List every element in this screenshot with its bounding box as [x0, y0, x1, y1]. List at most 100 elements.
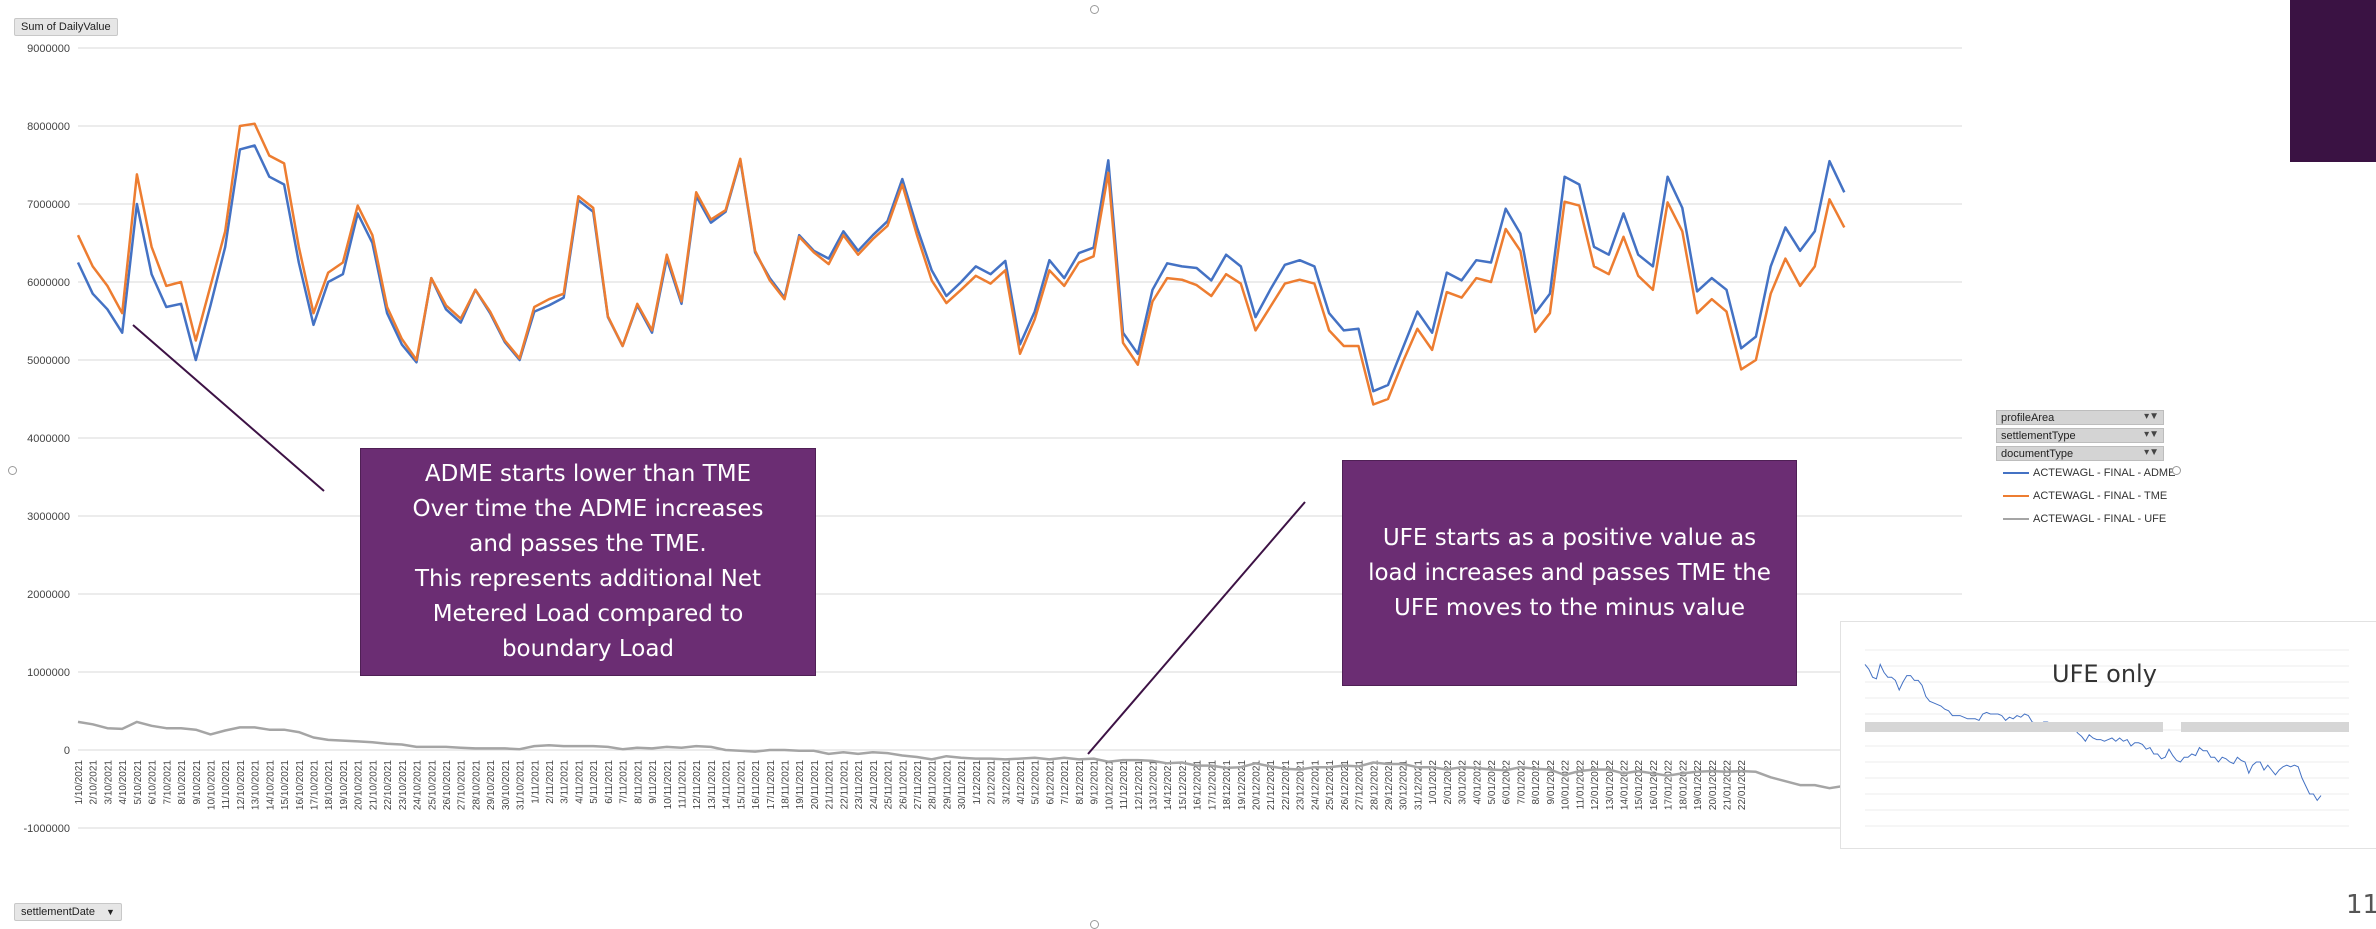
x-tick-label: 7/01/2022: [1516, 760, 1527, 805]
selection-handle[interactable]: [2172, 466, 2181, 475]
selection-handle[interactable]: [1090, 920, 1099, 929]
callout-arrows: [132, 324, 1306, 755]
x-tick-label: 6/01/2022: [1502, 760, 1513, 805]
filter-document-type[interactable]: documentType ▾▼: [1996, 446, 2164, 461]
x-tick-label: 15/10/2021: [280, 760, 291, 810]
axis-field-label: settlementDate: [21, 906, 95, 918]
filter-settlement-type[interactable]: settlementType ▾▼: [1996, 428, 2164, 443]
x-tick-label: 12/01/2022: [1590, 760, 1601, 810]
x-tick-label: 5/12/2021: [1031, 760, 1042, 805]
x-tick-label: 3/01/2022: [1458, 760, 1469, 805]
x-tick-label: 14/10/2021: [265, 760, 276, 810]
x-tick-label: 18/01/2022: [1678, 760, 1689, 810]
x-tick-label: 4/10/2021: [118, 760, 129, 805]
y-tick-label: 5000000: [27, 355, 70, 367]
y-tick-label: -1000000: [24, 823, 71, 835]
x-tick-label: 13/12/2021: [1148, 760, 1159, 810]
legend-label: ACTEWAGL - FINAL - TME: [2033, 490, 2168, 502]
x-tick-label: 7/10/2021: [162, 760, 173, 805]
x-tick-label: 12/11/2021: [692, 760, 703, 810]
x-tick-label: 4/11/2021: [574, 760, 585, 804]
x-tick-label: 29/11/2021: [942, 760, 953, 810]
filter-profile-area[interactable]: profileArea ▾▼: [1996, 410, 2164, 425]
x-tick-label: 14/12/2021: [1163, 760, 1174, 810]
x-tick-label: 6/11/2021: [604, 760, 615, 804]
x-tick-label: 18/10/2021: [324, 760, 335, 810]
x-tick-label: 7/12/2021: [1060, 760, 1071, 805]
x-tick-label: 3/11/2021: [560, 760, 571, 804]
x-tick-label: 2/11/2021: [545, 760, 556, 804]
chevron-down-icon: ▼: [106, 907, 115, 917]
x-tick-label: 11/10/2021: [221, 760, 232, 810]
series-lines: [76, 122, 1846, 790]
x-tick-label: 29/10/2021: [486, 760, 497, 810]
x-tick-label: 15/01/2022: [1634, 760, 1645, 810]
y-tick-label: 7000000: [27, 199, 70, 211]
y-tick-label: 4000000: [27, 433, 70, 445]
value-field-button[interactable]: Sum of DailyValue: [14, 18, 118, 36]
x-tick-label: 22/12/2021: [1281, 760, 1292, 810]
x-tick-label: 8/10/2021: [177, 760, 188, 805]
x-tick-label: 11/11/2021: [677, 760, 688, 809]
x-tick-label: 24/10/2021: [413, 760, 424, 810]
y-tick-label: 6000000: [27, 277, 70, 289]
x-tick-label: 14/11/2021: [722, 760, 733, 810]
legend-swatch-adme: [2003, 472, 2029, 475]
axis-field-button[interactable]: settlementDate ▼: [14, 903, 122, 921]
x-tick-label: 15/11/2021: [736, 760, 747, 810]
x-tick-label: 22/11/2021: [839, 760, 850, 810]
x-tick-label: 18/12/2021: [1222, 760, 1233, 810]
x-tick-label: 10/10/2021: [206, 760, 217, 810]
x-tick-label: 19/01/2022: [1693, 760, 1704, 810]
legend-item-ufe: ACTEWAGL - FINAL - UFE: [2003, 513, 2166, 525]
x-tick-label: 16/10/2021: [295, 760, 306, 810]
x-tick-label: 9/10/2021: [192, 760, 203, 805]
x-tick-label: 24/11/2021: [869, 760, 880, 810]
x-tick-label: 26/12/2021: [1340, 760, 1351, 810]
x-tick-label: 10/11/2021: [663, 760, 674, 810]
x-tick-label: 23/12/2021: [1296, 760, 1307, 810]
x-tick-label: 26/11/2021: [898, 760, 909, 810]
value-field-label: Sum of DailyValue: [21, 21, 111, 33]
legend-swatch-tme: [2003, 495, 2029, 498]
x-tick-label: 19/11/2021: [795, 760, 806, 810]
x-tick-label: 24/12/2021: [1310, 760, 1321, 810]
x-tick-label: 16/12/2021: [1193, 760, 1204, 810]
x-tick-label: 17/10/2021: [310, 760, 321, 810]
x-tick-label: 25/11/2021: [884, 760, 895, 810]
x-tick-label: 17/01/2022: [1664, 760, 1675, 810]
x-tick-label: 12/10/2021: [236, 760, 247, 810]
x-tick-label: 5/11/2021: [589, 760, 600, 804]
x-tick-label: 22/10/2021: [383, 760, 394, 810]
x-tick-label: 30/10/2021: [501, 760, 512, 810]
x-tick-label: 3/10/2021: [103, 760, 114, 805]
x-tick-label: 20/10/2021: [354, 760, 365, 810]
x-tick-label: 6/10/2021: [148, 760, 159, 805]
x-tick-label: 23/10/2021: [398, 760, 409, 810]
filter-label: documentType: [2001, 448, 2074, 460]
x-tick-label: 15/12/2021: [1178, 760, 1189, 810]
inset-label: UFE only: [2052, 660, 2157, 688]
inset-axis-labels-band: [1865, 722, 2163, 732]
x-tick-label: 30/12/2021: [1399, 760, 1410, 810]
filter-label: settlementType: [2001, 430, 2076, 442]
callout-adme: ADME starts lower than TME Over time the…: [360, 448, 816, 676]
series-line-ufe: [77, 720, 1845, 790]
x-tick-label: 31/12/2021: [1413, 760, 1424, 810]
filter-icon: ▾▼: [2144, 429, 2159, 440]
x-tick-label: 21/11/2021: [825, 760, 836, 810]
x-tick-label: 26/10/2021: [442, 760, 453, 810]
x-tick-label: 29/12/2021: [1384, 760, 1395, 810]
y-tick-label: 2000000: [27, 589, 70, 601]
x-tick-label: 23/11/2021: [854, 760, 865, 810]
x-tick-label: 3/12/2021: [1001, 760, 1012, 805]
x-tick-label: 18/11/2021: [781, 760, 792, 810]
ufe-only-mini-chart: [1864, 649, 2349, 827]
x-tick-label: 13/01/2022: [1605, 760, 1616, 810]
selection-handle[interactable]: [8, 466, 17, 475]
x-tick-label: 9/01/2022: [1546, 760, 1557, 805]
x-tick-label: 1/11/2021: [530, 760, 541, 804]
x-tick-label: 28/11/2021: [928, 760, 939, 810]
selection-handle[interactable]: [1090, 5, 1099, 14]
